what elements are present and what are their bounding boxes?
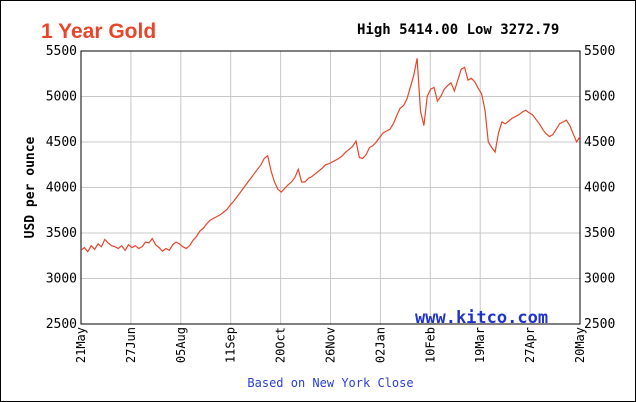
y-axis-left: 2500 3000 3500 4000 4500 5000 5500 — [46, 44, 77, 332]
y-tick-label: 5500 — [584, 44, 615, 59]
y-tick-label: 4500 — [584, 135, 615, 150]
y-tick-label: 3000 — [46, 272, 77, 287]
chart-title: 1 Year Gold — [41, 20, 157, 43]
x-tick-label: 02Jan — [373, 327, 387, 363]
y-tick-label: 2500 — [46, 317, 77, 332]
x-tick-label: 21May — [74, 327, 88, 363]
plot-area — [80, 50, 581, 325]
y-tick-label: 3500 — [46, 226, 77, 241]
y-tick-label: 2500 — [584, 317, 615, 332]
y-tick-label: 5500 — [46, 44, 77, 59]
source-note: Based on New York Close — [247, 376, 413, 390]
x-tick-label: 20May — [573, 327, 587, 363]
x-tick-label: 27Jun — [124, 327, 138, 363]
kitco-watermark[interactable]: www.kitco.com — [415, 308, 548, 328]
gold-price-line — [80, 58, 581, 253]
y-tick-label: 4500 — [46, 135, 77, 150]
y-tick-label: 4000 — [584, 181, 615, 196]
y-tick-label: 4000 — [46, 181, 77, 196]
x-tick-label: 10Feb — [423, 327, 437, 363]
x-tick-label: 11Sep — [224, 327, 238, 363]
high-low-stats: High 5414.00 Low 3272.79 — [357, 22, 560, 38]
y-tick-label: 5000 — [584, 90, 615, 105]
y-axis-right: 2500 3000 3500 4000 4500 5000 5500 — [584, 44, 615, 332]
x-tick-label: 05Aug — [174, 327, 188, 363]
y-axis-label: USD per ounce — [23, 136, 38, 238]
y-tick-label: 3500 — [584, 226, 615, 241]
y-tick-label: 5000 — [46, 90, 77, 105]
x-tick-label: 20Oct — [274, 327, 288, 363]
x-tick-label: 26Nov — [324, 327, 338, 363]
y-tick-label: 3000 — [584, 272, 615, 287]
gridlines — [80, 50, 581, 325]
x-tick-label: 27Apr — [523, 327, 537, 363]
x-tick-label: 19Mar — [473, 327, 487, 363]
x-axis: 21May 27Jun 05Aug 11Sep 20Oct 26Nov 02Jan 10Feb… — [74, 327, 587, 363]
